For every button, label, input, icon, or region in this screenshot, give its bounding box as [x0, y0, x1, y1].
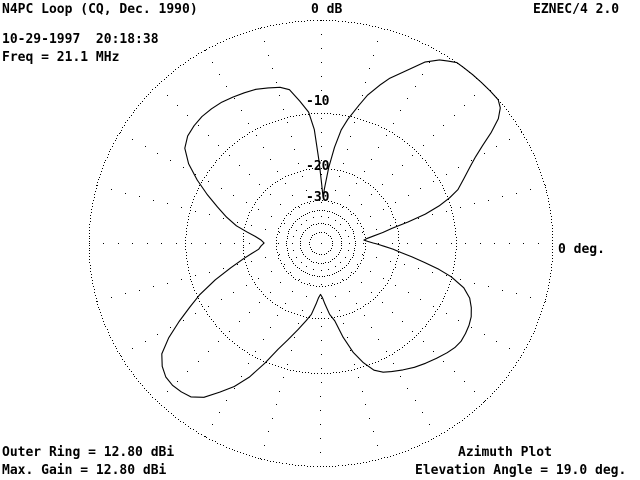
- max-gain-value: Max. Gain = 12.80 dBi: [2, 463, 167, 478]
- outer-ring-value: Outer Ring = 12.80 dBi: [2, 445, 175, 460]
- plot-title: N4PC Loop (CQ, Dec. 1990): [2, 2, 198, 17]
- plot-datetime: 10-29-1997 20:18:38: [2, 32, 159, 47]
- azimuth-reference-label: 0 deg.: [558, 242, 605, 257]
- radiation-pattern-curve: [161, 59, 501, 398]
- outer-ring-db-label: 0 dB: [311, 2, 343, 17]
- ring-label-minus10: -10: [306, 94, 330, 109]
- app-version-label: EZNEC/4 2.0: [533, 2, 620, 17]
- ring-label-minus20: -20: [306, 159, 330, 174]
- plot-type-label: Azimuth Plot: [458, 445, 552, 460]
- elevation-angle-label: Elevation Angle = 19.0 deg.: [415, 463, 627, 478]
- frequency-label: Freq = 21.1 MHz: [2, 50, 120, 65]
